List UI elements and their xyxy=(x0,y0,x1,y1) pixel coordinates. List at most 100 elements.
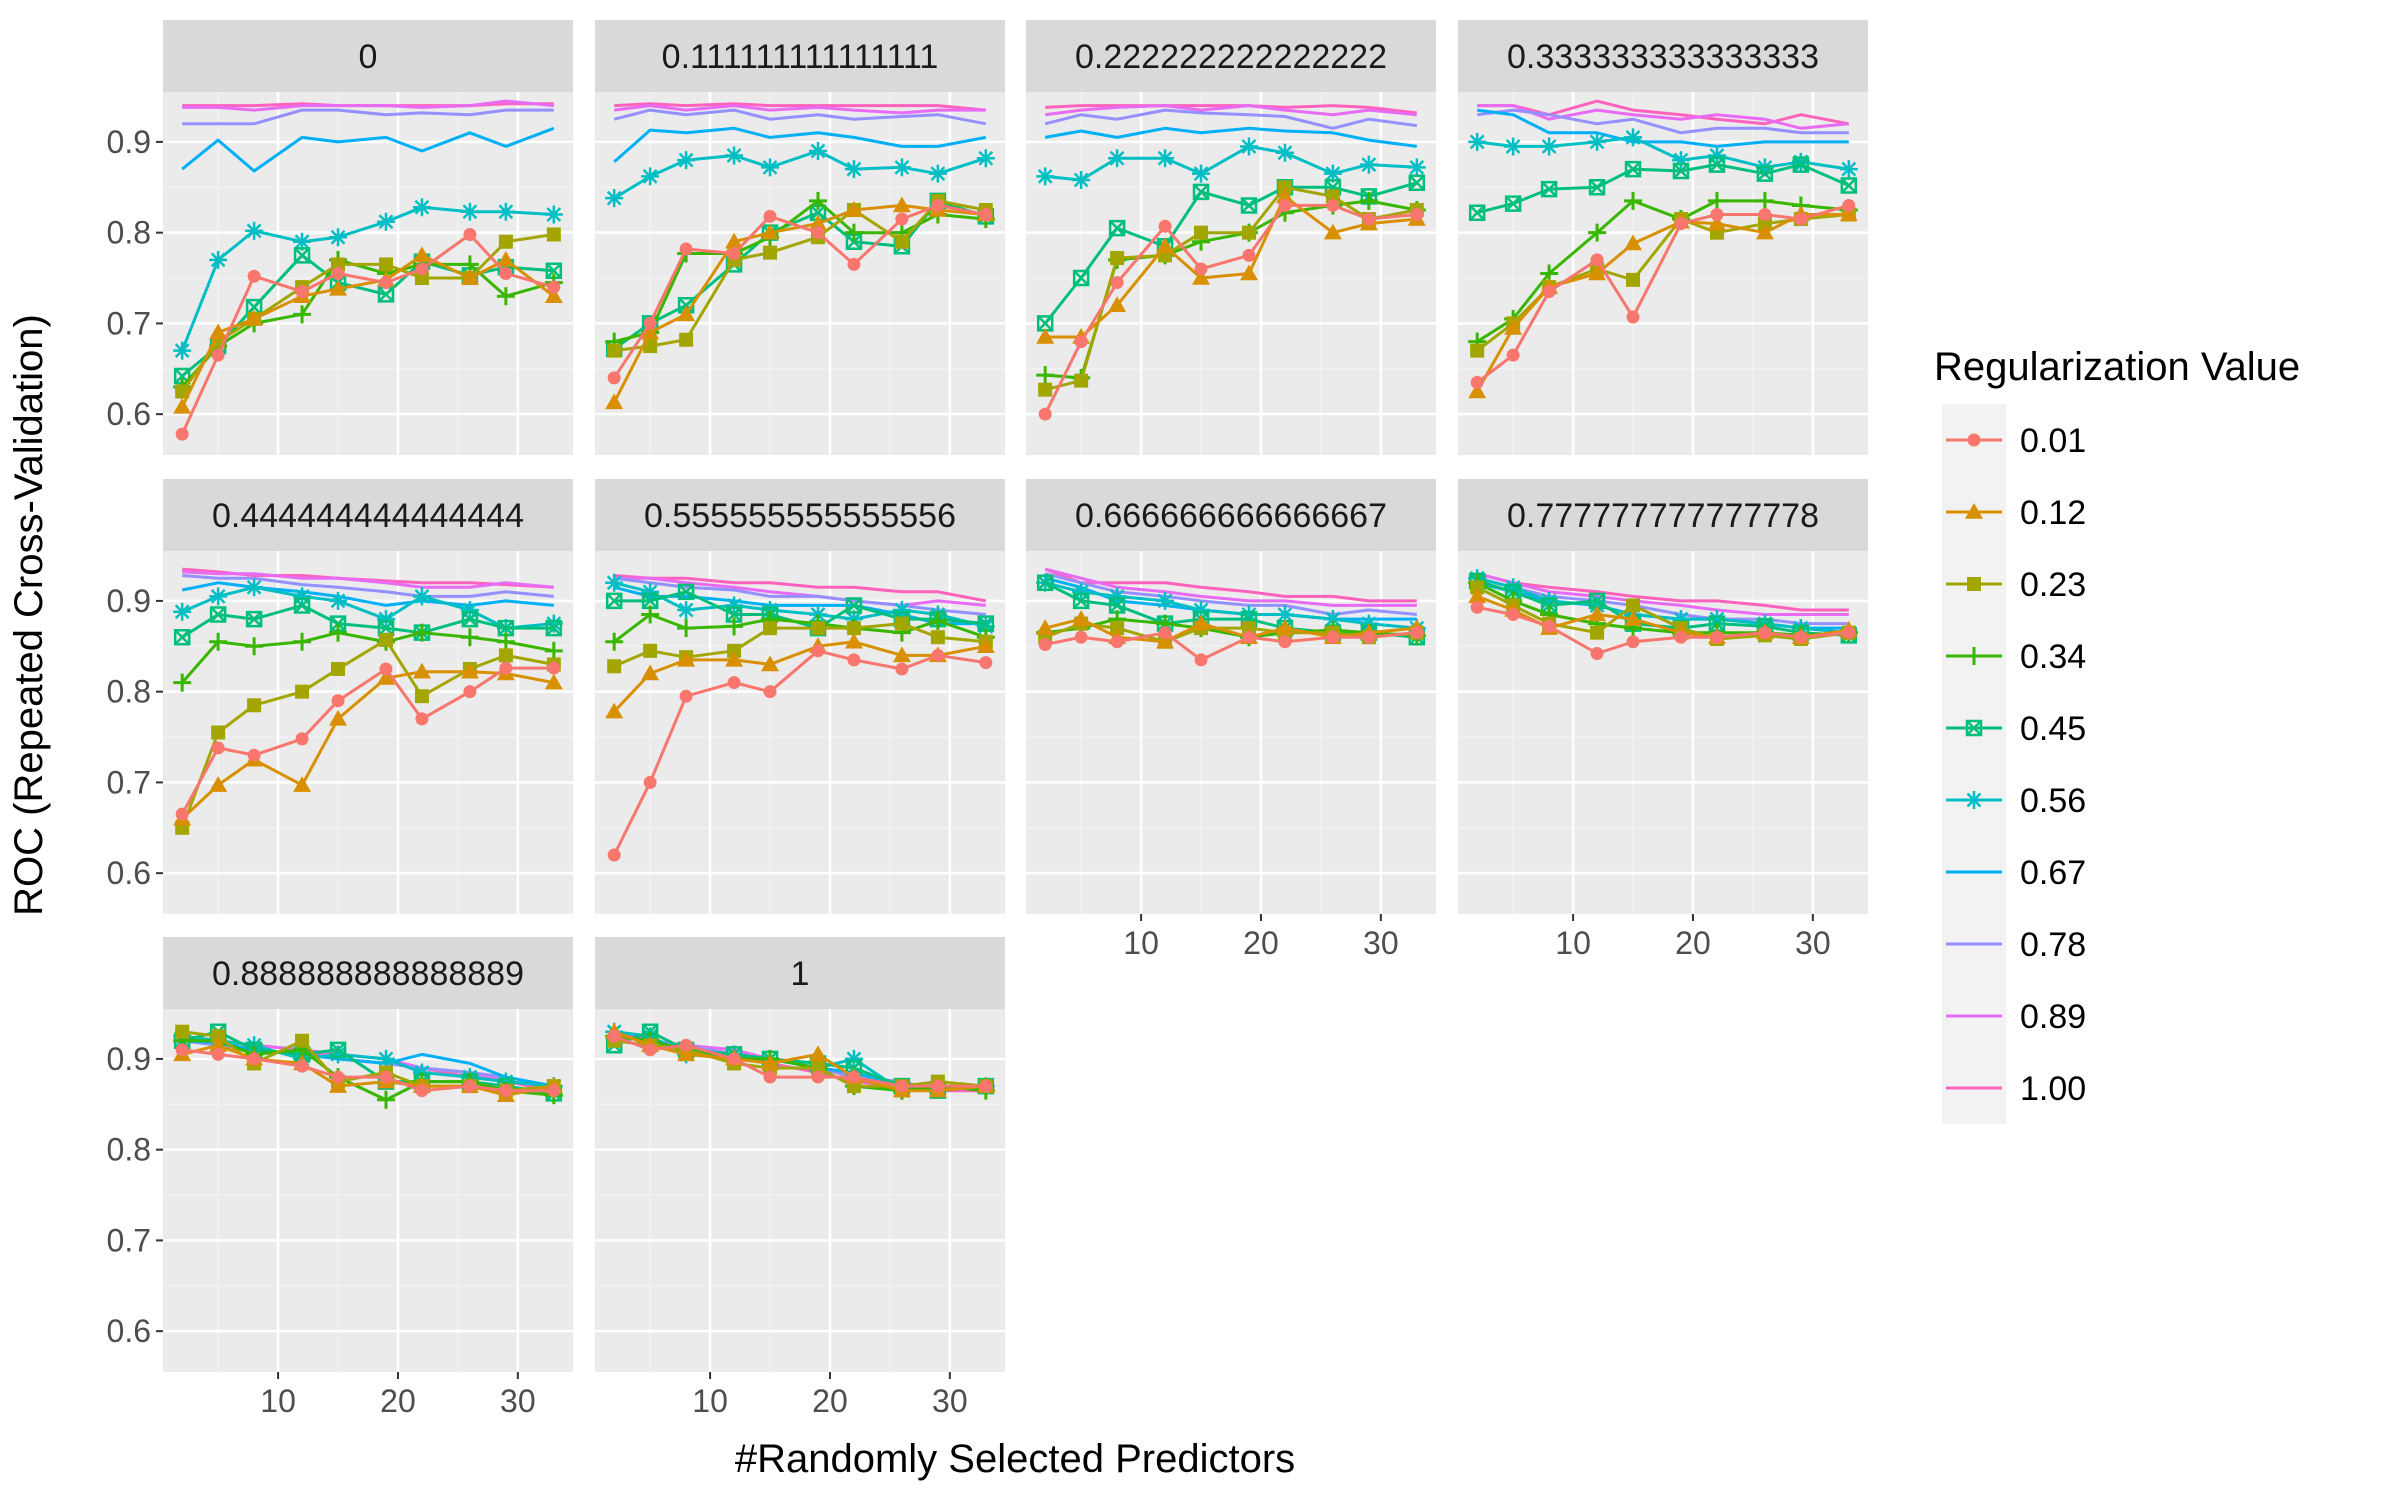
data-point xyxy=(1110,635,1124,649)
data-point xyxy=(412,1063,431,1082)
data-point xyxy=(1707,214,1726,231)
data-point xyxy=(414,689,429,704)
data-point xyxy=(677,650,696,667)
data-point xyxy=(1504,137,1523,156)
x-tick-label: 20 xyxy=(380,1383,416,1419)
data-point xyxy=(979,656,993,670)
series-line xyxy=(181,1043,555,1097)
data-point xyxy=(677,600,696,619)
data-point xyxy=(607,1029,621,1043)
data-point xyxy=(677,1045,696,1062)
data-point xyxy=(1540,591,1559,610)
data-point xyxy=(497,619,515,637)
data-point xyxy=(1323,610,1342,629)
legend-label: 0.89 xyxy=(2020,998,2086,1036)
data-point xyxy=(209,323,228,340)
series-0.01 xyxy=(175,227,561,441)
data-point xyxy=(1108,587,1127,606)
facet-panel: 0.888888888888889 0.6 0.7 0.8 0.9 10 20 30 xyxy=(107,937,573,1419)
data-point xyxy=(1542,285,1556,299)
data-point xyxy=(460,600,479,619)
series-line xyxy=(613,199,986,344)
series-1.00 xyxy=(1045,104,1417,115)
data-point xyxy=(1671,610,1690,629)
legend-label: 0.56 xyxy=(2020,782,2086,820)
data-point xyxy=(1794,630,1808,644)
data-point xyxy=(1542,619,1556,633)
series-line xyxy=(1477,108,1849,148)
data-point xyxy=(1108,296,1127,313)
data-point xyxy=(245,578,264,597)
series-0.89 xyxy=(614,104,986,115)
data-point xyxy=(727,643,742,658)
data-point xyxy=(725,146,744,165)
x-tick-label: 20 xyxy=(812,1383,848,1419)
data-point xyxy=(1038,407,1052,421)
series-0.78 xyxy=(1477,108,1849,135)
series-line xyxy=(182,574,554,598)
data-point xyxy=(808,605,827,624)
facet-strip-label: 0.222222222222222 xyxy=(1075,38,1387,76)
data-point xyxy=(209,632,228,651)
data-point xyxy=(1590,647,1604,661)
data-point xyxy=(295,732,309,746)
data-point xyxy=(544,641,563,660)
data-point xyxy=(1242,248,1256,262)
data-point xyxy=(1407,158,1426,177)
facet-strip xyxy=(1458,479,1868,551)
data-point xyxy=(1540,597,1558,614)
facet-strip-label: 0.666666666666667 xyxy=(1075,497,1387,535)
data-point xyxy=(725,650,744,667)
series-line xyxy=(614,104,986,115)
series-line xyxy=(614,102,986,112)
x-tick-label: 10 xyxy=(260,1383,296,1419)
data-point xyxy=(1323,164,1342,183)
data-point xyxy=(460,202,479,221)
data-point xyxy=(1038,637,1052,651)
data-point xyxy=(329,591,348,610)
data-point xyxy=(679,689,693,703)
data-point xyxy=(1074,335,1088,349)
series-line xyxy=(1044,581,1417,630)
legend-item: 0.23 xyxy=(1942,548,2086,620)
series-line xyxy=(180,205,554,352)
y-tick-label: 0.6 xyxy=(107,396,151,432)
legend-label: 0.45 xyxy=(2020,710,2086,748)
data-point xyxy=(1074,630,1088,644)
data-point xyxy=(1468,132,1487,151)
data-point xyxy=(894,616,909,631)
data-point xyxy=(209,1036,228,1053)
data-point xyxy=(499,267,513,280)
data-point xyxy=(930,630,945,645)
facet-strip-label: 0.555555555555556 xyxy=(644,497,956,535)
data-point xyxy=(1710,630,1724,644)
data-point xyxy=(1036,167,1055,186)
data-point xyxy=(1192,183,1210,201)
data-point xyxy=(1036,574,1054,592)
series-line xyxy=(1045,104,1417,117)
data-point xyxy=(547,280,561,294)
series-0.45 xyxy=(1468,156,1858,221)
data-point xyxy=(1275,187,1294,204)
data-point xyxy=(1158,626,1172,640)
series-line xyxy=(1476,585,1849,641)
data-point xyxy=(331,661,346,676)
facet-strip-label: 0 xyxy=(359,38,378,76)
data-point xyxy=(544,287,563,303)
data-point xyxy=(643,339,658,354)
data-point xyxy=(605,189,624,208)
data-point xyxy=(496,287,515,306)
x-tick-label: 30 xyxy=(1363,925,1399,961)
series-0.89 xyxy=(182,99,554,112)
facet-panel: 0.333333333333333 xyxy=(1458,20,1868,455)
series-line xyxy=(1043,203,1417,415)
data-point xyxy=(1624,160,1642,178)
data-point xyxy=(1794,212,1808,226)
series-0.78 xyxy=(614,576,986,616)
series-line xyxy=(181,631,555,684)
series-0.01 xyxy=(607,1029,993,1093)
data-point xyxy=(412,587,431,606)
series-0.67 xyxy=(1477,108,1849,148)
data-point xyxy=(331,257,346,272)
facet-strip xyxy=(595,937,1005,1009)
